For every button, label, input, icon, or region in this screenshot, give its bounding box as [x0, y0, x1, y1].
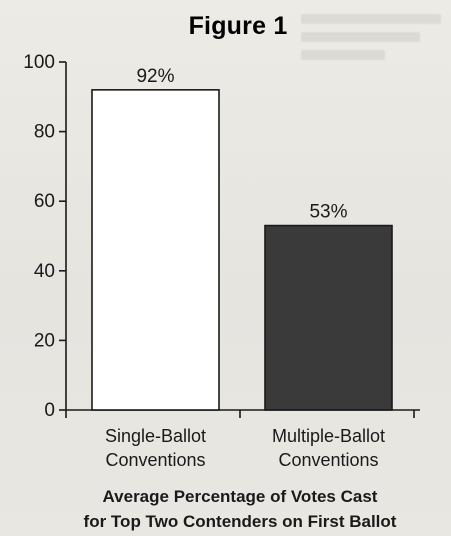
bar-value-label: 53% — [309, 202, 347, 223]
y-tick-label: 80 — [34, 122, 55, 143]
chart-caption-line-2: for Top Two Contenders on First Ballot — [84, 512, 397, 531]
bleed-through-text — [301, 6, 441, 70]
chart-title: Figure 1 — [189, 12, 288, 40]
x-category-label: Conventions — [278, 450, 378, 470]
x-category-label: Conventions — [105, 450, 205, 470]
y-tick-label: 40 — [34, 261, 55, 282]
x-category-label: Single-Ballot — [105, 426, 206, 446]
y-tick-label: 100 — [23, 52, 55, 73]
y-tick-label: 0 — [44, 400, 55, 421]
data-labels: 92% 53% — [136, 66, 347, 223]
category-labels: Single-Ballot Conventions Multiple-Ballot C… — [105, 426, 385, 470]
y-ticks: 0 20 40 60 80 100 — [23, 52, 66, 421]
chart-caption-line-1: Average Percentage of Votes Cast — [103, 487, 378, 506]
y-tick-label: 20 — [34, 330, 55, 351]
bars — [91, 89, 393, 411]
y-tick-label: 60 — [34, 191, 55, 212]
bar-value-label: 92% — [136, 66, 174, 87]
x-ticks — [239, 410, 415, 418]
bar — [91, 89, 220, 411]
bar — [264, 224, 393, 411]
x-category-label: Multiple-Ballot — [272, 426, 385, 446]
